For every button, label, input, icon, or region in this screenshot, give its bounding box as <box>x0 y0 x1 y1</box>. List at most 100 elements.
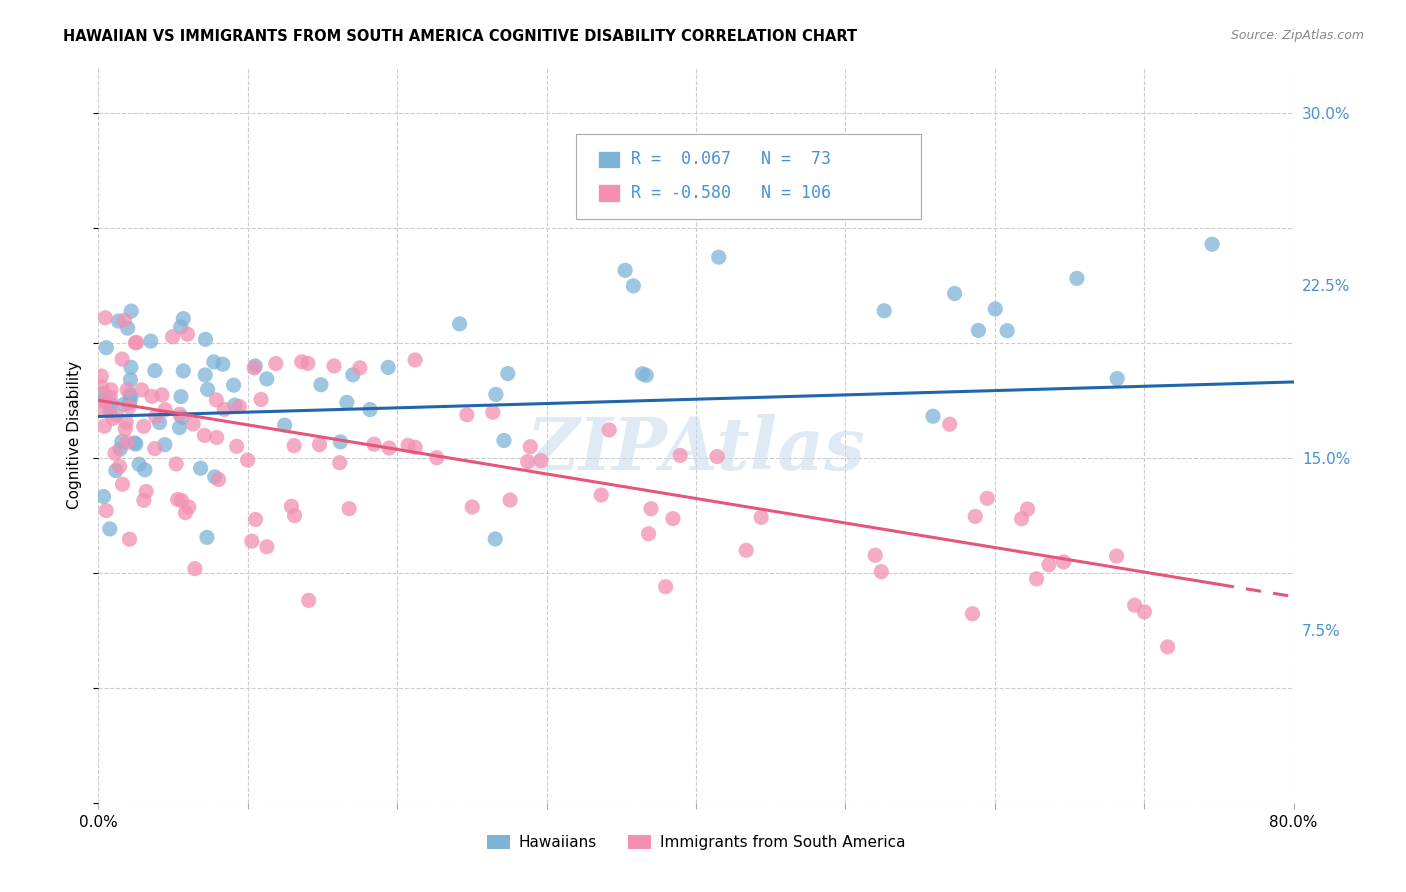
Point <box>1107 371 1129 385</box>
Point <box>1066 271 1088 285</box>
Point <box>228 400 250 414</box>
Point <box>115 415 138 429</box>
Point <box>336 395 359 409</box>
Point <box>96 341 118 355</box>
Point <box>706 450 728 464</box>
Point <box>842 202 865 217</box>
Point <box>256 540 278 554</box>
Point <box>145 409 167 424</box>
Point <box>236 453 259 467</box>
Point <box>484 532 506 546</box>
Point <box>938 417 960 432</box>
Point <box>124 436 146 450</box>
Point <box>283 508 305 523</box>
Point <box>98 522 121 536</box>
Point <box>485 387 508 401</box>
Text: Source: ZipAtlas.com: Source: ZipAtlas.com <box>1230 29 1364 42</box>
Point <box>107 314 129 328</box>
Point <box>456 408 478 422</box>
Point <box>170 390 193 404</box>
Point <box>298 593 321 607</box>
Point <box>98 403 121 417</box>
Point <box>1025 572 1047 586</box>
Point <box>631 367 654 381</box>
Point <box>243 360 266 375</box>
Point <box>264 357 287 371</box>
Point <box>162 330 184 344</box>
Point <box>211 357 233 371</box>
Point <box>125 335 148 350</box>
Point <box>170 410 193 425</box>
Point <box>337 501 360 516</box>
Point <box>100 383 122 397</box>
Point <box>426 450 449 465</box>
Point <box>132 419 155 434</box>
Point <box>177 500 200 515</box>
Point <box>148 416 170 430</box>
Point <box>108 442 131 456</box>
Point <box>205 430 228 444</box>
Point <box>637 526 659 541</box>
Point <box>197 383 219 397</box>
Point <box>118 400 141 414</box>
Point <box>965 509 987 524</box>
Point <box>222 378 245 392</box>
Legend: Hawaiians, Immigrants from South America: Hawaiians, Immigrants from South America <box>486 835 905 850</box>
Point <box>250 392 273 407</box>
Point <box>117 321 139 335</box>
Point <box>207 473 229 487</box>
Point <box>118 532 141 546</box>
Point <box>224 398 246 412</box>
Point <box>202 355 225 369</box>
Point <box>654 580 676 594</box>
Point <box>449 317 471 331</box>
Point <box>155 402 177 417</box>
Point <box>111 434 134 449</box>
Point <box>995 324 1018 338</box>
Point <box>377 360 399 375</box>
Point <box>150 388 173 402</box>
Point <box>125 437 148 451</box>
Point <box>181 417 204 431</box>
Point <box>863 549 886 563</box>
Point <box>967 323 990 337</box>
Point <box>124 335 146 350</box>
Point <box>94 402 117 417</box>
Point <box>1123 599 1146 613</box>
Point <box>984 301 1007 316</box>
Point <box>1052 555 1074 569</box>
Point <box>707 250 730 264</box>
Point <box>104 464 127 478</box>
Point <box>329 456 352 470</box>
Point <box>297 356 319 370</box>
Point <box>636 368 658 383</box>
Point <box>359 402 381 417</box>
Point <box>120 391 142 405</box>
Point <box>194 332 217 346</box>
Point <box>94 310 117 325</box>
Point <box>378 441 401 455</box>
Point <box>662 511 685 525</box>
Point <box>349 360 371 375</box>
Point <box>184 562 207 576</box>
Point <box>291 355 314 369</box>
Text: ZIPAtlas: ZIPAtlas <box>527 414 865 485</box>
Point <box>309 377 332 392</box>
Point <box>245 512 267 526</box>
Point <box>519 440 541 454</box>
Text: HAWAIIAN VS IMMIGRANTS FROM SOUTH AMERICA COGNITIVE DISABILITY CORRELATION CHART: HAWAIIAN VS IMMIGRANTS FROM SOUTH AMERIC… <box>63 29 858 44</box>
Point <box>323 359 346 373</box>
Point <box>943 286 966 301</box>
Point <box>135 484 157 499</box>
Point <box>170 320 193 334</box>
Point <box>166 492 188 507</box>
Point <box>112 397 135 411</box>
Point <box>94 394 117 409</box>
Point <box>614 263 637 277</box>
Point <box>190 461 212 475</box>
Point <box>621 278 644 293</box>
Point <box>404 440 426 454</box>
Point <box>193 428 215 442</box>
Point <box>93 419 115 434</box>
Point <box>195 530 218 544</box>
